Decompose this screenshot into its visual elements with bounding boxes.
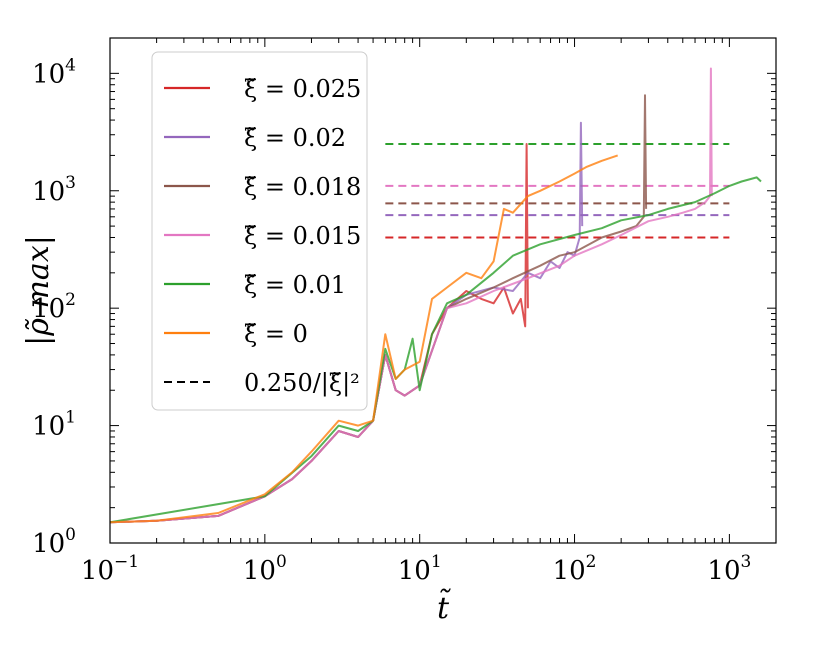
y-tick-label: 103 xyxy=(32,173,76,207)
x-tick-label: 101 xyxy=(398,552,442,586)
y-tick-label: 100 xyxy=(32,525,76,559)
y-axis-ticks: 100 101 102 103 104 xyxy=(32,37,776,559)
legend-label-5: ξ̃ = 0 xyxy=(244,320,308,348)
legend-label-1: ξ̃ = 0.02 xyxy=(244,124,346,152)
x-tick-label: 102 xyxy=(553,552,597,586)
legend-label-4: ξ̃ = 0.01 xyxy=(244,271,346,299)
x-axis-label: t̃ xyxy=(437,588,452,626)
x-tick-label: 103 xyxy=(707,552,751,586)
series-line-5 xyxy=(110,154,619,524)
legend: ξ̃ = 0.025 ξ̃ = 0.02 ξ̃ = 0.018 ξ̃ = 0.015 ξ… xyxy=(151,51,368,411)
legend-label-reference: 0.250/|ξ̃|² xyxy=(244,369,360,398)
x-tick-label: 100 xyxy=(243,552,287,586)
y-tick-label: 102 xyxy=(32,290,76,324)
legend-label-0: ξ̃ = 0.025 xyxy=(244,75,361,103)
legend-box xyxy=(151,51,368,411)
legend-label-3: ξ̃ = 0.015 xyxy=(244,222,361,250)
plot-area xyxy=(110,67,762,524)
x-axis-ticks: 10−1 100 101 102 103 xyxy=(81,38,777,586)
plot-frame xyxy=(109,37,777,544)
series-line-4 xyxy=(110,176,762,524)
y-tick-label: 101 xyxy=(32,408,76,442)
legend-label-2: ξ̃ = 0.018 xyxy=(244,173,361,201)
series-line-3 xyxy=(110,67,713,524)
y-tick-label: 104 xyxy=(32,55,76,89)
x-tick-label: 10−1 xyxy=(81,552,139,586)
y-axis-label: |ρ̃ max| xyxy=(21,235,56,346)
